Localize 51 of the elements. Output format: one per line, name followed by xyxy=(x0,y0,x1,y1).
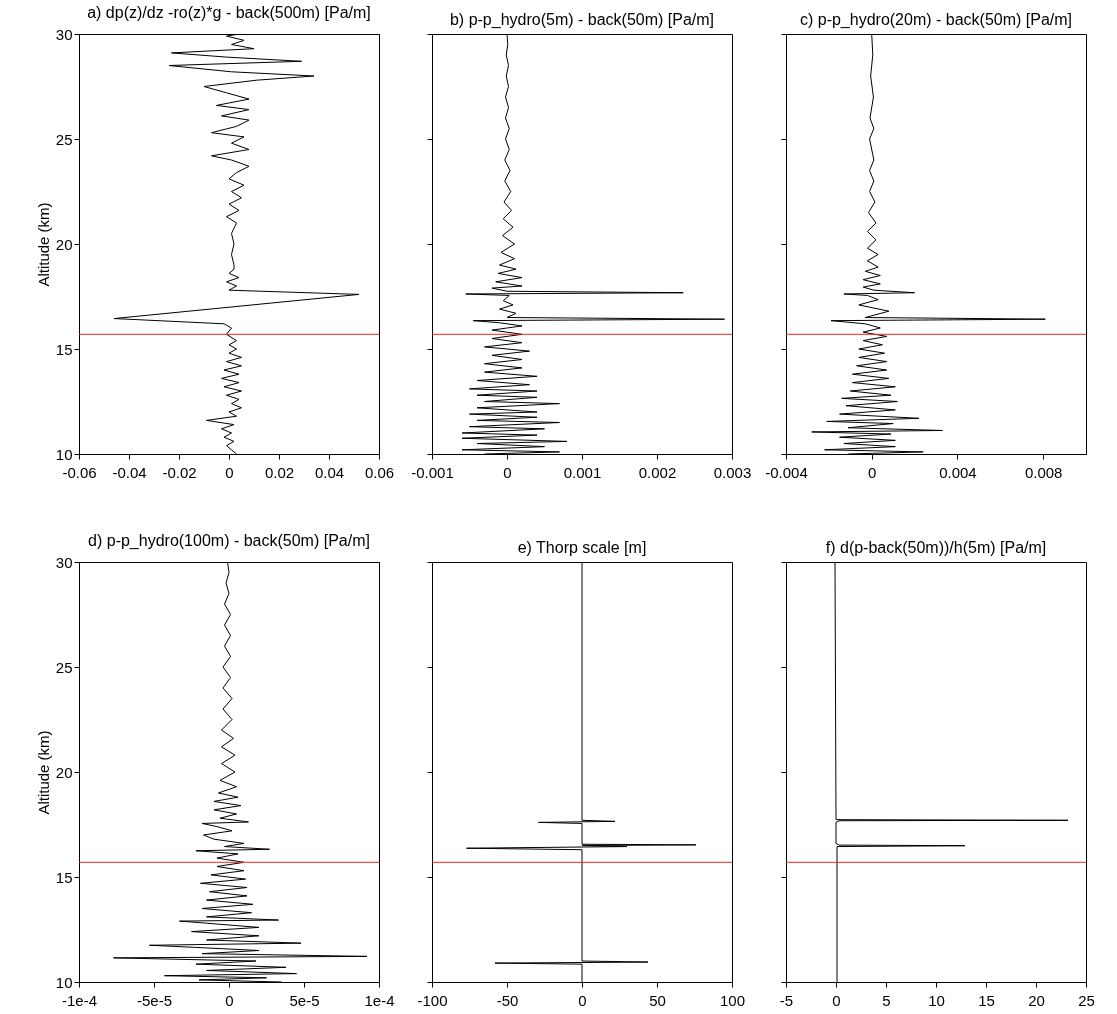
x-tick-label: 0.04 xyxy=(314,463,345,481)
x-tick-label: 0.004 xyxy=(939,463,977,481)
x-tick-label: -5e-5 xyxy=(136,991,173,1009)
chart-title: b) p-p_hydro(5m) - back(50m) [Pa/m] xyxy=(449,10,715,29)
x-tick-label: 15 xyxy=(978,991,995,1009)
x-tick-label: 25 xyxy=(1078,991,1095,1009)
x-tick-label: 5 xyxy=(882,991,891,1009)
x-tick-label: 0 xyxy=(225,463,234,481)
y-tick-label: 25 xyxy=(55,658,73,676)
y-axis-title: Altitude (km) xyxy=(34,202,52,287)
x-tick-label: 0 xyxy=(225,991,234,1009)
y-tick-label: 20 xyxy=(55,235,73,253)
x-tick-label: 50 xyxy=(649,991,666,1009)
x-tick-label: 0.06 xyxy=(364,463,395,481)
x-tick-label: -0.001 xyxy=(411,463,454,481)
x-tick-label: -0.004 xyxy=(765,463,808,481)
x-tick-label: -5 xyxy=(779,991,794,1009)
chart-title: d) p-p_hydro(100m) - back(50m) [Pa/m] xyxy=(88,532,370,550)
x-tick-label: 20 xyxy=(1028,991,1045,1009)
y-tick-label: 15 xyxy=(55,340,73,358)
chart-title: f) d(p-back(50m))/h(5m) [Pa/m] xyxy=(825,538,1047,556)
y-tick-label: 30 xyxy=(55,553,73,571)
x-tick-label: 10 xyxy=(928,991,945,1009)
y-tick-label: 10 xyxy=(55,973,73,991)
x-tick-label: -0.06 xyxy=(62,463,97,481)
x-tick-label: 0 xyxy=(868,463,877,481)
x-tick-label: 0 xyxy=(503,463,512,481)
y-tick-label: 30 xyxy=(55,25,73,43)
chart-title: a) dp(z)/dz -ro(z)*g - back(500m) [Pa/m] xyxy=(87,4,371,21)
x-tick-label: 0.003 xyxy=(713,463,752,481)
x-tick-label: -100 xyxy=(417,991,448,1009)
y-axis-title: Altitude (km) xyxy=(34,730,52,815)
x-tick-label: 0.008 xyxy=(1024,463,1063,481)
x-tick-label: 0.001 xyxy=(563,463,602,481)
x-tick-label: 0 xyxy=(832,991,841,1009)
x-tick-label: -1e-4 xyxy=(61,991,98,1009)
x-tick-label: 1e-4 xyxy=(364,991,395,1009)
x-tick-label: 0.002 xyxy=(638,463,677,481)
x-tick-label: -0.02 xyxy=(162,463,197,481)
x-tick-label: 5e-5 xyxy=(289,991,320,1009)
x-tick-label: -0.04 xyxy=(112,463,147,481)
y-tick-label: 15 xyxy=(55,868,73,886)
y-tick-label: 10 xyxy=(55,445,73,463)
y-tick-label: 25 xyxy=(55,130,73,148)
x-tick-label: 100 xyxy=(719,991,746,1009)
x-tick-label: 0 xyxy=(578,991,587,1009)
y-tick-label: 20 xyxy=(55,763,73,781)
chart-title: c) p-p_hydro(20m) - back(50m) [Pa/m] xyxy=(799,10,1073,29)
x-tick-label: -50 xyxy=(496,991,519,1009)
chart-title: e) Thorp scale [m] xyxy=(517,538,647,556)
x-tick-label: 0.02 xyxy=(264,463,295,481)
